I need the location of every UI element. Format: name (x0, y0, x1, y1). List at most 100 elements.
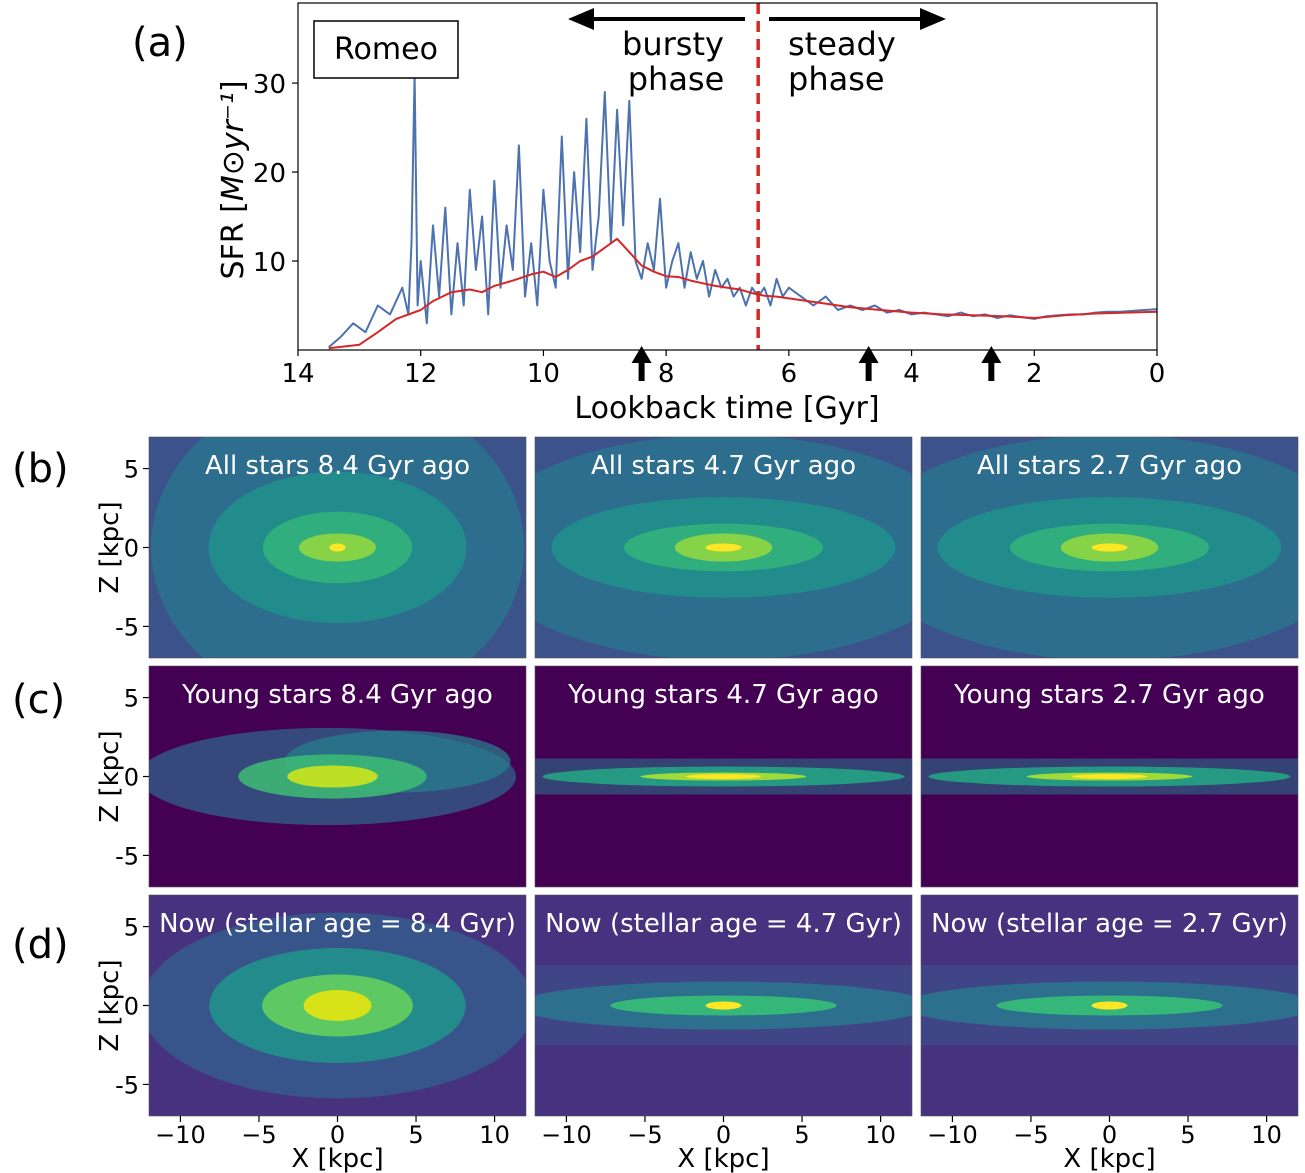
density-map-panel: All stars 4.7 Gyr ago (534, 436, 913, 659)
sfr-x-tick-label: 0 (1149, 359, 1166, 389)
map-x-tick-label: 0 (716, 1121, 731, 1149)
map-y-axis-label: Z [kpc] (95, 730, 125, 822)
map-y-tick-label: -5 (115, 1071, 139, 1099)
map-x-tick-label: 0 (330, 1121, 345, 1149)
map-y-tick-label: -5 (115, 613, 139, 641)
map-row: (c) 5 0 -5 Z [kpc] Young stars 8.4 Gyr ago You… (12, 665, 1299, 888)
density-map-image (535, 895, 912, 1116)
panel-label: (b) (12, 446, 69, 492)
density-map-image (149, 666, 526, 887)
sfr-y-axis-label: SFR [M⊙yr⁻¹] (216, 80, 251, 279)
sfr-x-tick-label: 10 (527, 359, 560, 389)
sfr-y-ticks: 10 20 30 (253, 70, 298, 278)
density-map-image (921, 895, 1298, 1116)
map-title: Young stars 8.4 Gyr ago (181, 680, 493, 710)
map-title: Now (stellar age = 4.7 Gyr) (545, 909, 902, 939)
map-x-axis-label: X [kpc] (677, 1144, 769, 1173)
map-row: (d) 5 0 -5 Z [kpc] Now (stellar age = 8.4 Gyr… (12, 894, 1299, 1117)
map-x-tick-label: 5 (1180, 1121, 1195, 1149)
steady-phase-label-1: steady (788, 25, 896, 63)
sfr-y-tick-label: 20 (253, 159, 286, 189)
density-map-panel: Now (stellar age = 4.7 Gyr) (534, 894, 913, 1117)
map-title: Young stars 2.7 Gyr ago (953, 680, 1265, 710)
map-y-tick-label: 5 (124, 914, 139, 942)
map-y-tick-label: 0 (124, 764, 139, 792)
sfr-x-tick-label: 12 (404, 359, 437, 389)
map-x-axes: −10 −5 0 5 10 X [kpc] −10 −5 0 5 10 X [kpc] −10 −5 0 5 1… (155, 1116, 1282, 1173)
density-map-panel: All stars 2.7 Gyr ago (920, 436, 1299, 659)
density-map-panel: All stars 8.4 Gyr ago (148, 436, 527, 659)
map-frame (920, 436, 1299, 659)
map-title: Young stars 4.7 Gyr ago (567, 680, 879, 710)
bursty-phase-label-2: phase (628, 60, 725, 98)
map-frame (920, 665, 1299, 888)
sfr-y-tick-label: 10 (253, 248, 286, 278)
density-map-image (149, 895, 526, 1116)
density-map-panel: Young stars 2.7 Gyr ago (920, 665, 1299, 888)
map-y-tick-label: 5 (124, 685, 139, 713)
density-map-panel: Young stars 4.7 Gyr ago (534, 665, 913, 888)
map-x-tick-label: −5 (241, 1121, 276, 1149)
map-x-tick-label: −10 (541, 1121, 592, 1149)
map-x-tick-label: −10 (155, 1121, 206, 1149)
map-frame (148, 665, 527, 888)
density-map-panel: Now (stellar age = 8.4 Gyr) (148, 894, 527, 1117)
map-title: All stars 2.7 Gyr ago (977, 451, 1242, 481)
map-title: All stars 4.7 Gyr ago (591, 451, 856, 481)
sfr-x-tick-label: 14 (281, 359, 314, 389)
sfr-x-tick-label: 6 (781, 359, 798, 389)
steady-phase-arrow (769, 8, 946, 30)
map-x-tick-label: 10 (479, 1121, 510, 1149)
density-map-image (921, 437, 1298, 658)
map-title: Now (stellar age = 8.4 Gyr) (159, 909, 516, 939)
map-y-tick-label: 0 (124, 993, 139, 1021)
map-x-tick-label: 10 (865, 1121, 896, 1149)
panel-label: (c) (12, 677, 65, 723)
bursty-phase-label-1: bursty (622, 25, 724, 63)
map-x-tick-label: −10 (927, 1121, 978, 1149)
sfr-smoothed-series-line (328, 237, 1158, 350)
sfr-x-axis-label: Lookback time [Gyr] (574, 391, 879, 426)
sfr-y-axis-label-text: SFR [ (216, 201, 251, 279)
map-y-tick-label: 5 (124, 456, 139, 484)
density-map-panel: Now (stellar age = 2.7 Gyr) (920, 894, 1299, 1117)
density-map-image (535, 666, 912, 887)
map-x-tick-label: 10 (1251, 1121, 1282, 1149)
density-map-image (149, 437, 526, 658)
density-map-image (921, 666, 1298, 887)
sfr-x-tick-label: 8 (658, 359, 675, 389)
density-map-panel: Young stars 8.4 Gyr ago (148, 665, 527, 888)
map-x-tick-label: −5 (627, 1121, 662, 1149)
epoch-arrow-marks (631, 346, 1002, 381)
map-row: (b) 5 0 -5 Z [kpc] All stars 8.4 Gyr ago All s… (12, 436, 1299, 659)
map-y-tick-label: 0 (124, 535, 139, 563)
sfr-y-axis-label-close: ] (216, 80, 251, 92)
density-map-image (535, 437, 912, 658)
map-x-axis-label: X [kpc] (1063, 1144, 1155, 1173)
epoch-arrow-head (631, 346, 652, 363)
map-x-tick-label: 5 (794, 1121, 809, 1149)
map-x-axis-label: X [kpc] (291, 1144, 383, 1173)
map-y-tick-label: -5 (115, 842, 139, 870)
sfr-x-ticks: 14 12 10 8 6 4 2 0 (281, 350, 1165, 389)
sfr-y-axis-label-units: M⊙yr⁻¹ (216, 92, 251, 201)
panel-label: (d) (12, 922, 69, 968)
epoch-arrow-head (858, 346, 879, 363)
bursty-phase-arrow (568, 8, 745, 30)
map-title: Now (stellar age = 2.7 Gyr) (931, 909, 1288, 939)
map-title: All stars 8.4 Gyr ago (205, 451, 470, 481)
panel-label-a: (a) (132, 20, 188, 66)
legend-label: Romeo (334, 32, 438, 67)
map-x-tick-label: −5 (1013, 1121, 1048, 1149)
epoch-arrow-head (981, 346, 1002, 363)
map-y-axis-label: Z [kpc] (95, 501, 125, 593)
map-frame (534, 665, 913, 888)
map-frame (148, 436, 527, 659)
steady-phase-label-2: phase (788, 60, 885, 98)
legend-box (313, 20, 459, 79)
sfr-x-tick-label: 4 (903, 359, 920, 389)
sfr-x-tick-label: 2 (1026, 359, 1043, 389)
map-x-tick-label: 0 (1102, 1121, 1117, 1149)
